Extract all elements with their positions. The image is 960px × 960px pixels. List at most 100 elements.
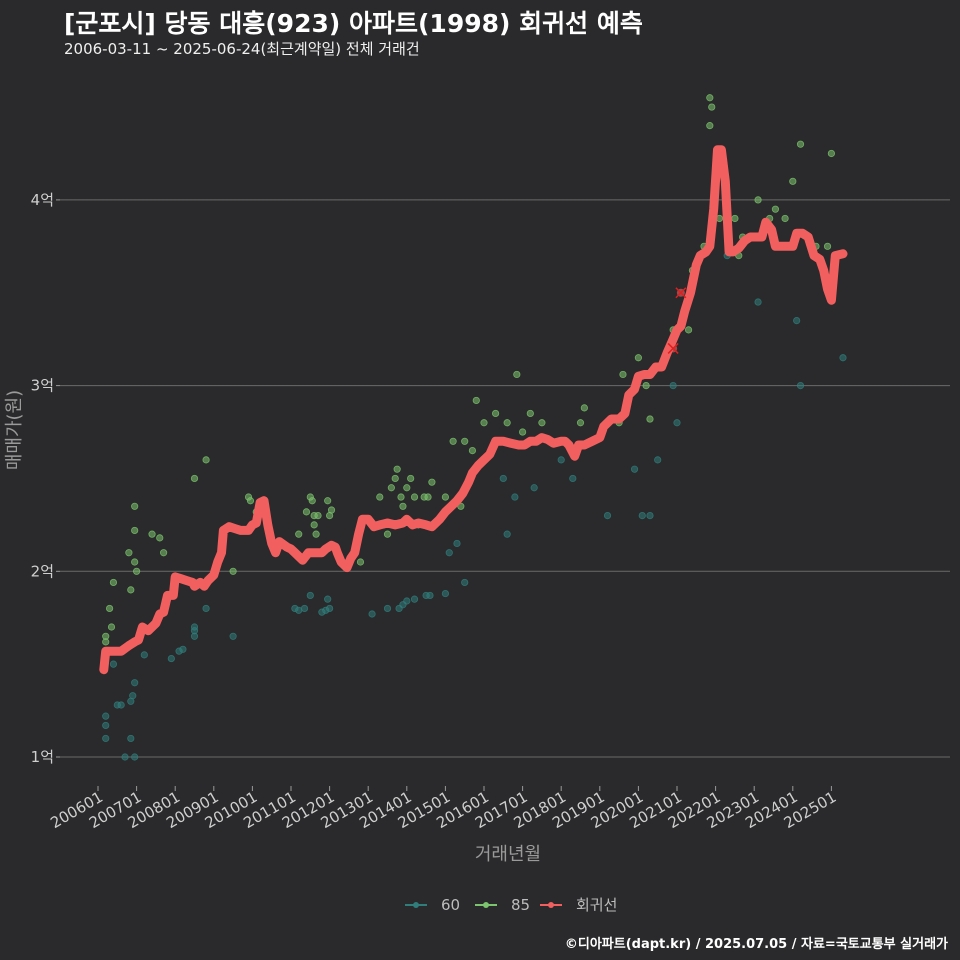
scatter-point-85	[109, 578, 118, 587]
legend-marker-회귀선	[548, 902, 554, 908]
scatter-point-85	[646, 415, 654, 423]
scatter-point-60	[638, 511, 646, 520]
legend-label-회귀선: 회귀선	[576, 896, 617, 914]
scatter-point-85	[424, 493, 432, 501]
scatter-point-85	[771, 205, 780, 213]
scatter-point-85	[302, 508, 311, 516]
scatter-point-85	[314, 511, 322, 520]
scatter-point-60	[131, 679, 139, 687]
scatter-point-85	[148, 530, 156, 538]
scatter-point-60	[306, 591, 314, 600]
scatter-point-85	[310, 521, 318, 529]
x-axis-title: 거래년월	[475, 844, 541, 865]
scatter-point-85	[125, 549, 133, 557]
scatter-point-85	[202, 456, 210, 464]
scatter-point-60	[499, 474, 507, 483]
legend-marker-60	[413, 902, 419, 908]
scatter-point-60	[102, 734, 110, 743]
scatter-point-60	[503, 530, 511, 538]
scatter-point-60	[654, 456, 662, 464]
scatter-point-60	[603, 511, 612, 520]
scatter-point-60	[669, 381, 677, 390]
scatter-point-85	[731, 214, 739, 223]
scatter-point-85	[823, 242, 832, 250]
y-tick-label: 1억	[31, 748, 54, 766]
scatter-points	[102, 94, 847, 761]
regression-line	[99, 145, 848, 675]
scatter-point-85	[468, 446, 477, 455]
y-tick-label: 4억	[31, 191, 54, 209]
scatter-point-60	[557, 456, 565, 464]
legend-marker-85	[483, 902, 489, 908]
scatter-point-60	[453, 539, 461, 548]
scatter-point-85	[131, 526, 139, 535]
scatter-point-60	[102, 712, 110, 720]
scatter-point-60	[754, 298, 762, 306]
scatter-point-85	[781, 214, 789, 223]
scatter-point-85	[127, 586, 135, 594]
scatter-point-60	[117, 701, 125, 709]
scatter-point-85	[642, 381, 650, 390]
scatter-point-85	[449, 437, 457, 445]
scatter-point-60	[229, 632, 237, 640]
scatter-point-60	[441, 589, 449, 598]
legend-label-60: 60	[441, 896, 460, 914]
scatter-point-85	[576, 419, 585, 427]
scatter-point-85	[156, 534, 164, 542]
scatter-point-85	[503, 419, 511, 427]
y-axis-title: 매매가(원)	[4, 390, 25, 470]
scatter-point-85	[634, 354, 643, 362]
scatter-point-85	[391, 474, 399, 483]
scatter-point-85	[580, 404, 588, 412]
scatter-point-60	[403, 597, 411, 605]
scatter-point-60	[368, 610, 376, 618]
scatter-point-85	[706, 122, 714, 130]
scatter-point-85	[526, 409, 534, 418]
scatter-point-60	[410, 595, 419, 603]
scatter-point-85	[513, 370, 521, 379]
y-tick-label: 2억	[31, 562, 54, 580]
scatter-point-85	[131, 502, 139, 510]
chart-subtitle: 2006-03-11 ~ 2025-06-24(최근계약일) 전체 거래건	[64, 40, 420, 58]
scatter-point-85	[684, 326, 693, 334]
scatter-point-60	[202, 604, 210, 613]
scatter-point-60	[630, 465, 639, 473]
scatter-point-60	[102, 721, 110, 730]
scatter-point-60	[121, 753, 129, 761]
scatter-point-60	[167, 654, 175, 663]
scatter-point-85	[324, 497, 332, 505]
scatter-point-85	[491, 409, 500, 418]
scatter-point-85	[399, 502, 407, 510]
scatter-point-85	[107, 623, 116, 631]
scatter-point-60	[793, 317, 801, 325]
scatter-point-60	[190, 623, 199, 631]
gridlines	[60, 199, 950, 758]
scatter-point-60	[461, 578, 469, 587]
scatter-point-85	[619, 370, 627, 379]
scatter-point-60	[445, 549, 453, 557]
scatter-point-85	[308, 497, 316, 505]
scatter-point-60	[127, 734, 135, 743]
scatter-point-85	[480, 419, 488, 427]
outlier-x-mark	[675, 287, 687, 299]
scatter-point-85	[393, 465, 401, 473]
scatter-point-85	[105, 604, 114, 613]
scatter-point-85	[312, 530, 320, 538]
scatter-point-85	[383, 530, 392, 538]
scatter-point-60	[511, 493, 519, 501]
regression-line-path	[99, 145, 848, 675]
y-tick-label: 3억	[31, 377, 54, 395]
chart-title: [군포시] 당동 대흥(923) 아파트(1998) 회귀선 예측	[64, 9, 643, 38]
scatter-point-85	[518, 428, 527, 436]
scatter-point-85	[397, 493, 405, 501]
scatter-point-85	[246, 497, 255, 505]
scatter-point-85	[356, 558, 365, 566]
scatter-point-60	[324, 595, 332, 603]
scatter-point-60	[325, 604, 334, 613]
credit-text: ©디아파트(dapt.kr) / 2025.07.05 / 자료=국토교통부 실…	[564, 937, 948, 952]
y-axis-ticks: 1억 2억 3억 4억	[31, 191, 60, 766]
scatter-point-85	[403, 484, 411, 492]
scatter-point-60	[796, 381, 805, 390]
scatter-point-85	[133, 567, 141, 575]
